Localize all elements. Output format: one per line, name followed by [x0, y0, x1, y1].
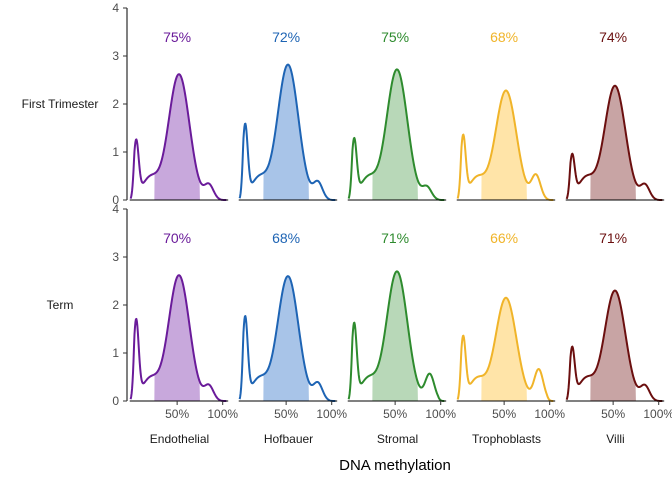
panel-first-trimester-villi: 74%: [565, 29, 665, 201]
density-line: [565, 289, 663, 402]
x-tick-label: 100%: [643, 407, 672, 421]
y-tick-label: 3: [112, 250, 119, 264]
percent-label: 75%: [163, 29, 191, 45]
x-tick-label: 100%: [207, 407, 238, 421]
percent-label: 72%: [272, 29, 300, 45]
percent-label: 66%: [490, 230, 518, 246]
density-shaded-area: [590, 85, 636, 200]
y-tick-label: 3: [112, 49, 119, 63]
column-label-stromal: Stromal: [377, 432, 418, 446]
panel-term-villi: 71% 50% 100%: [565, 230, 672, 421]
percent-label: 68%: [490, 29, 518, 45]
x-tick-label: 100%: [534, 407, 565, 421]
y-tick-label: 4: [112, 202, 119, 216]
density-line: [456, 296, 554, 402]
density-shaded-area: [263, 64, 309, 200]
density-line: [129, 73, 227, 201]
percent-label: 74%: [599, 29, 627, 45]
panel-term-stromal: 71% 50% 100%: [347, 230, 456, 421]
density-shaded-area: [372, 69, 418, 201]
row-label-first-trimester: First Trimester: [22, 97, 99, 111]
column-label-villi: Villi: [606, 432, 624, 446]
density-line: [347, 270, 445, 402]
x-tick-label: 50%: [601, 407, 625, 421]
density-line: [129, 274, 227, 402]
x-tick-label: 50%: [383, 407, 407, 421]
percent-label: 71%: [599, 230, 627, 246]
y-tick-label: 4: [112, 1, 119, 15]
panel-term-trophoblasts: 66% 50% 100%: [456, 230, 565, 421]
density-panels: 75% 72% 75% 68% 74% 70% 50% 100% 68% 50% 100% 71% 50…: [129, 29, 672, 421]
percent-label: 75%: [381, 29, 409, 45]
panel-term-hofbauer: 68% 50% 100%: [238, 230, 347, 421]
percent-label: 71%: [381, 230, 409, 246]
y-tick-label: 0: [112, 394, 119, 408]
percent-label: 70%: [163, 230, 191, 246]
density-shaded-area: [481, 297, 527, 401]
column-labels: Endothelial Hofbauer Stromal Trophoblasts Vi…: [150, 432, 625, 446]
y-tick-label: 1: [112, 145, 119, 159]
x-tick-label: 50%: [274, 407, 298, 421]
x-tick-label: 100%: [316, 407, 347, 421]
density-shaded-area: [154, 74, 200, 200]
row-labels: First Trimester Term: [22, 97, 99, 312]
x-tick-label: 50%: [492, 407, 516, 421]
x-axis-title: DNA methylation: [339, 457, 451, 474]
x-tick-label: 50%: [165, 407, 189, 421]
row-label-term: Term: [47, 298, 74, 312]
density-shaded-area: [154, 275, 200, 401]
density-shaded-area: [372, 271, 418, 401]
column-label-trophoblasts: Trophoblasts: [472, 432, 541, 446]
y-tick-label: 2: [112, 97, 119, 111]
panel-first-trimester-trophoblasts: 68%: [456, 29, 556, 201]
percent-label: 68%: [272, 230, 300, 246]
column-label-endothelial: Endothelial: [150, 432, 209, 446]
panel-term-endothelial: 70% 50% 100%: [129, 230, 238, 421]
density-line: [565, 84, 663, 201]
density-shaded-area: [263, 276, 309, 401]
panel-first-trimester-stromal: 75%: [347, 29, 447, 201]
density-shaded-area: [590, 290, 636, 401]
y-tick-label: 1: [112, 346, 119, 360]
x-tick-label: 100%: [425, 407, 456, 421]
density-line: [238, 63, 336, 201]
density-line: [347, 68, 445, 201]
density-line: [238, 275, 336, 402]
density-shaded-area: [481, 90, 527, 200]
density-line: [456, 89, 554, 201]
column-label-hofbauer: Hofbauer: [264, 432, 313, 446]
y-tick-label: 0: [112, 193, 119, 207]
panel-first-trimester-endothelial: 75%: [129, 29, 229, 201]
y-tick-label: 2: [112, 298, 119, 312]
panel-first-trimester-hofbauer: 72%: [238, 29, 338, 201]
